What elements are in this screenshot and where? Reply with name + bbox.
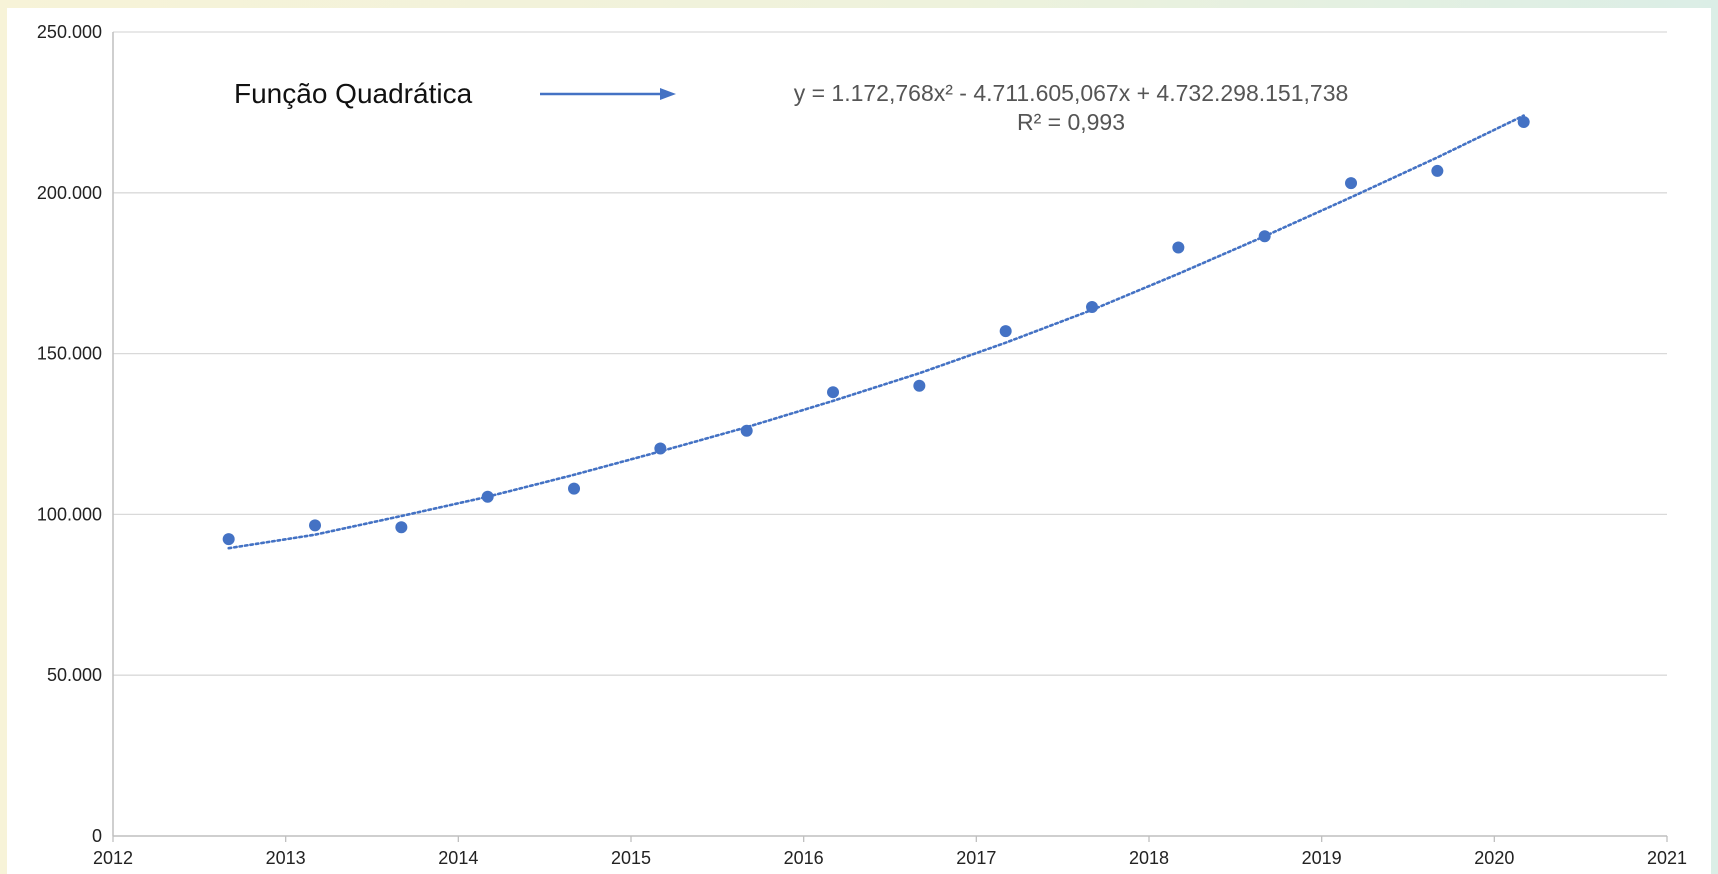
x-tick-label: 2013 <box>266 848 306 868</box>
annotation-label: Função Quadrática <box>234 78 473 109</box>
data-point-8 <box>913 379 926 392</box>
data-point-3 <box>481 490 494 503</box>
data-point-12 <box>1258 230 1271 243</box>
x-tick-label: 2016 <box>784 848 824 868</box>
equation-line-1: y = 1.172,768x² - 4.711.605,067x + 4.732… <box>794 80 1349 106</box>
x-tick-label: 2015 <box>611 848 651 868</box>
x-tick-label: 2014 <box>438 848 478 868</box>
x-tick-label: 2017 <box>956 848 996 868</box>
data-point-6 <box>740 424 753 437</box>
x-tick-label: 2020 <box>1474 848 1514 868</box>
data-point-15 <box>1517 116 1530 129</box>
data-point-0 <box>222 533 235 546</box>
data-point-11 <box>1172 241 1185 254</box>
data-point-9 <box>999 325 1012 338</box>
x-tick-label: 2012 <box>93 848 133 868</box>
trendline <box>227 114 1525 550</box>
y-tick-label: 50.000 <box>47 665 102 685</box>
x-tick-label: 2018 <box>1129 848 1169 868</box>
grid-lines <box>113 31 1667 676</box>
data-point-2 <box>395 521 408 534</box>
chart-plot-area: 0 50.000 100.000 150.000 200.000 250.000 2012… <box>7 8 1711 874</box>
annotation-group: Função Quadrática <box>234 78 676 109</box>
x-tick-label: 2019 <box>1302 848 1342 868</box>
y-tick-label: 0 <box>92 826 102 846</box>
y-tick-label: 250.000 <box>37 22 102 42</box>
x-tick-labels: 2012 2013 2014 2015 2016 2017 2018 2019 2020 2021 <box>93 848 1687 868</box>
axes <box>112 32 1668 842</box>
data-point-1 <box>309 519 322 532</box>
trendline-equation: y = 1.172,768x² - 4.711.605,067x + 4.732… <box>794 80 1349 135</box>
data-point-13 <box>1345 177 1358 190</box>
x-tick-label: 2021 <box>1647 848 1687 868</box>
scatter-chart: 0 50.000 100.000 150.000 200.000 250.000 2012… <box>37 22 1687 868</box>
y-tick-labels: 0 50.000 100.000 150.000 200.000 250.000 <box>37 22 102 846</box>
trendline-path <box>227 114 1525 550</box>
data-point-5 <box>654 442 667 455</box>
r-squared-label: R² = 0,993 <box>1017 109 1125 135</box>
y-tick-label: 100.000 <box>37 504 102 524</box>
y-tick-label: 200.000 <box>37 183 102 203</box>
data-points <box>222 116 1530 546</box>
data-point-4 <box>568 482 581 495</box>
data-point-7 <box>827 386 840 399</box>
data-point-14 <box>1431 164 1444 177</box>
y-tick-label: 150.000 <box>37 344 102 364</box>
data-point-10 <box>1086 300 1099 313</box>
annotation-arrow-head <box>660 88 676 100</box>
